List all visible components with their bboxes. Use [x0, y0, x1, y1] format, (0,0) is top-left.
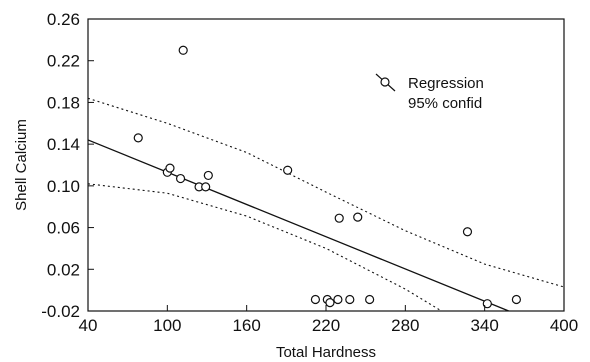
data-point [334, 213, 344, 223]
ci-lower-line [88, 183, 443, 311]
y-tick-label: -0.02 [41, 302, 80, 321]
x-tick-label: 160 [232, 316, 260, 335]
data-point [462, 227, 473, 237]
data-point [325, 298, 335, 308]
x-axis-title: Total Hardness [276, 344, 376, 361]
x-tick-label: 280 [391, 316, 419, 335]
ci-upper-line [88, 97, 564, 288]
legend-label-regression: Regression [408, 75, 484, 92]
x-tick-label: 400 [550, 316, 578, 335]
y-tick-label: 0.14 [47, 135, 80, 154]
data-point [482, 299, 492, 309]
y-tick-label: 0.02 [47, 260, 80, 279]
plot-area [87, 18, 565, 312]
y-tick-label: 0.26 [47, 10, 80, 29]
data-point [333, 294, 343, 305]
y-tick-label: 0.06 [47, 219, 80, 238]
y-axis-title: Shell Calcium [13, 119, 30, 211]
data-point [175, 173, 186, 184]
legend-label-confidence: 95% confid [408, 95, 482, 112]
y-tick-label: 0.10 [47, 177, 80, 196]
data-point [511, 294, 522, 305]
y-tick-label: 0.22 [47, 52, 80, 71]
regression-line [88, 139, 511, 311]
legend-circle-icon [380, 77, 390, 87]
x-tick-label: 40 [79, 316, 98, 335]
y-tick-label: 0.18 [47, 93, 80, 112]
x-tick-label: 340 [470, 316, 498, 335]
data-point [203, 170, 213, 181]
data-point [345, 294, 355, 305]
data-point [310, 294, 321, 305]
data-point [201, 182, 211, 192]
data-point [353, 212, 363, 222]
x-tick-label: 220 [312, 316, 340, 335]
data-point [365, 294, 375, 305]
data-point [283, 165, 293, 175]
x-tick-label: 100 [153, 316, 181, 335]
data-point [178, 45, 188, 55]
data-point [133, 133, 143, 143]
legend: Regression 95% confid [375, 73, 484, 112]
data-point [165, 163, 175, 173]
